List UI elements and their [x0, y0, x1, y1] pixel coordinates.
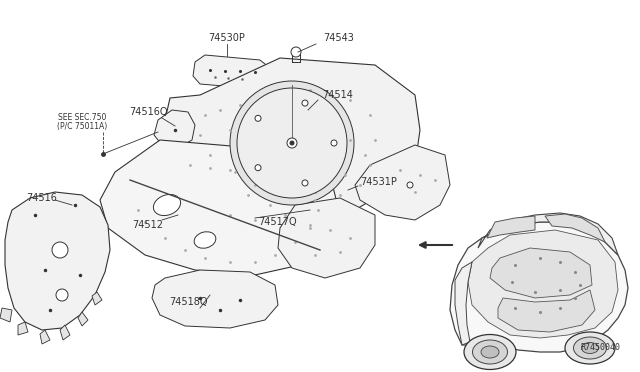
Circle shape	[290, 141, 294, 145]
Text: (P/C 75011A): (P/C 75011A)	[57, 122, 107, 131]
Circle shape	[407, 182, 413, 188]
Polygon shape	[100, 140, 340, 275]
Polygon shape	[165, 58, 420, 215]
Circle shape	[331, 140, 337, 146]
Text: R7450040: R7450040	[580, 343, 620, 353]
Polygon shape	[92, 292, 102, 305]
Polygon shape	[0, 308, 12, 322]
Ellipse shape	[481, 346, 499, 358]
Text: 74514: 74514	[322, 90, 353, 100]
Polygon shape	[40, 330, 50, 344]
Text: 74531P: 74531P	[360, 177, 397, 187]
Polygon shape	[487, 216, 535, 238]
Text: 74516: 74516	[27, 193, 58, 203]
Circle shape	[287, 138, 297, 148]
Circle shape	[302, 100, 308, 106]
Polygon shape	[154, 110, 195, 148]
Circle shape	[230, 81, 354, 205]
Polygon shape	[498, 290, 595, 332]
Ellipse shape	[573, 337, 607, 359]
Ellipse shape	[464, 334, 516, 369]
Ellipse shape	[194, 232, 216, 248]
Ellipse shape	[472, 340, 508, 364]
Polygon shape	[468, 230, 618, 338]
Polygon shape	[455, 262, 472, 345]
Polygon shape	[450, 222, 628, 352]
Polygon shape	[355, 145, 450, 220]
Text: SEE SEC.750: SEE SEC.750	[58, 113, 106, 122]
Polygon shape	[60, 325, 70, 340]
Text: 74543: 74543	[323, 33, 354, 43]
Ellipse shape	[582, 343, 598, 353]
Ellipse shape	[565, 332, 615, 364]
Polygon shape	[278, 198, 375, 278]
Polygon shape	[152, 270, 278, 328]
Circle shape	[56, 289, 68, 301]
Text: 74518Q: 74518Q	[169, 297, 207, 307]
Polygon shape	[193, 55, 270, 89]
Circle shape	[255, 165, 261, 171]
Text: 74517Q: 74517Q	[258, 217, 296, 227]
Polygon shape	[18, 322, 28, 335]
Polygon shape	[5, 192, 110, 330]
Ellipse shape	[154, 195, 180, 215]
Text: 74512: 74512	[132, 220, 163, 230]
Text: 74530P: 74530P	[209, 33, 245, 43]
Circle shape	[237, 88, 347, 198]
Circle shape	[291, 47, 301, 57]
Polygon shape	[78, 312, 88, 326]
Polygon shape	[490, 248, 592, 298]
Circle shape	[302, 180, 308, 186]
Circle shape	[255, 115, 261, 121]
Polygon shape	[478, 213, 618, 255]
Text: 74516Q: 74516Q	[129, 107, 167, 117]
Polygon shape	[545, 214, 605, 242]
Circle shape	[52, 242, 68, 258]
